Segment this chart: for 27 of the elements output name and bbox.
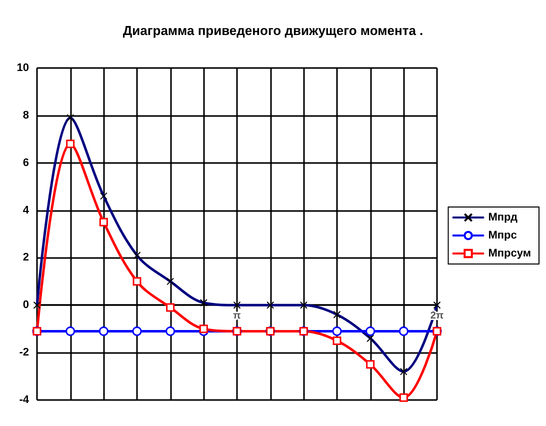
y-tick-label: 0	[22, 299, 29, 312]
point	[98, 326, 108, 336]
y-tick-label: -4	[19, 394, 30, 406]
point	[132, 326, 142, 336]
point	[332, 326, 342, 336]
y-tick-label: 10	[16, 62, 29, 74]
point	[366, 360, 375, 369]
point	[132, 277, 142, 286]
point	[332, 336, 342, 345]
y-tick-label: 2	[22, 252, 29, 264]
y-tick-label: -2	[19, 346, 29, 359]
chart-title: Диаграмма приведеного движущего момента .	[122, 23, 424, 38]
y-tick-label: 8	[22, 109, 29, 122]
y-tick-label: 6	[22, 156, 29, 169]
point	[398, 326, 408, 336]
point	[66, 326, 76, 336]
point	[166, 326, 176, 336]
legend-label: Мпрс	[488, 230, 517, 242]
legend-label: Мпрсум	[488, 248, 532, 260]
point	[199, 324, 208, 334]
point	[166, 303, 175, 312]
point	[99, 218, 108, 226]
y-tick-label: 4	[22, 204, 30, 216]
point	[66, 140, 75, 148]
point	[399, 393, 408, 402]
legend-label: Мпрд	[488, 212, 518, 224]
point	[366, 326, 376, 336]
